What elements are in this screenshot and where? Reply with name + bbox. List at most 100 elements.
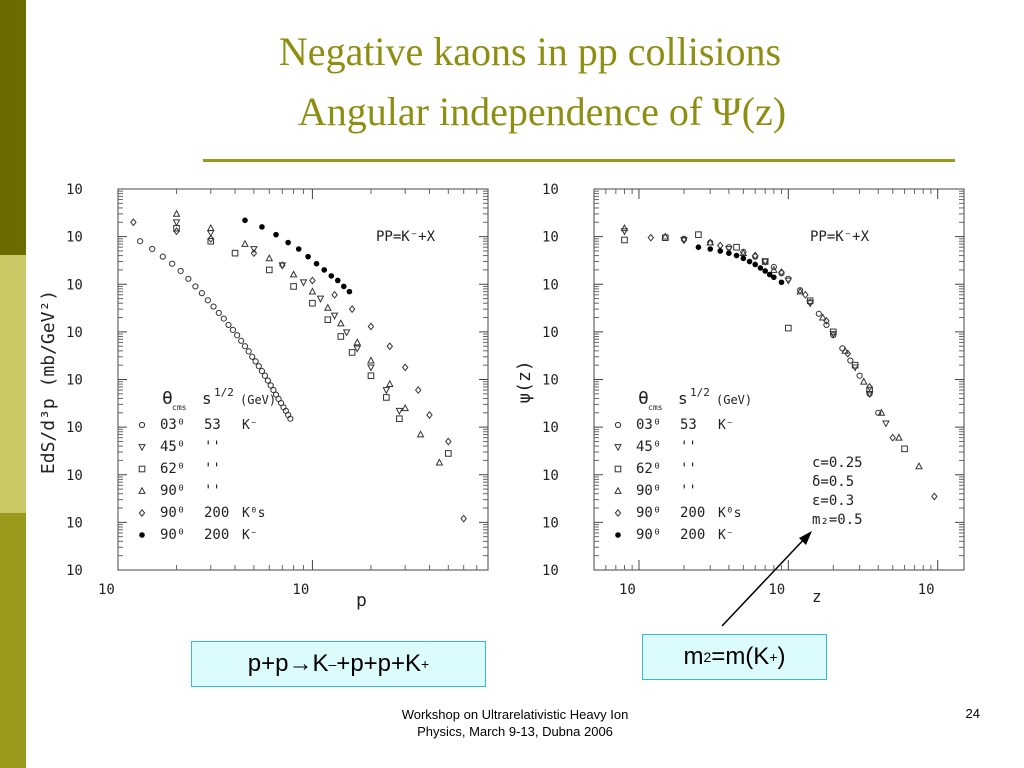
data-point-s3 <box>367 356 375 364</box>
data-point-s4 <box>778 268 785 277</box>
pointer-arrow-line <box>721 534 809 627</box>
mass-sub: 2 <box>703 649 712 665</box>
x-axis-label: p <box>356 590 367 611</box>
legend-energy: '' <box>204 439 221 455</box>
data-point-s3 <box>265 254 274 262</box>
data-point-s5 <box>259 224 265 230</box>
data-point-s3 <box>877 408 886 416</box>
legend: θ cms s 1/2 (GeV) 03⁰ 53 K⁻ 45⁰ '' 62⁰ '' 90⁰ '' 90⁰ 20… <box>614 386 752 543</box>
data-point-s5 <box>321 267 328 273</box>
legend-angle: 62⁰ <box>160 461 185 477</box>
data-point-s3 <box>706 238 715 246</box>
data-point-s0 <box>192 283 199 290</box>
sidebar-band-bottom <box>0 513 26 768</box>
data-point-s2 <box>445 450 452 457</box>
legend-theta-sub: cms <box>648 403 663 412</box>
data-point-s4 <box>207 234 215 243</box>
legend-theta: θ <box>638 388 649 409</box>
data-point-s5 <box>726 250 732 256</box>
data-point-s1 <box>620 228 629 236</box>
y-tick-label: 10 <box>66 182 83 198</box>
data-point-s4 <box>401 363 409 372</box>
data-point-s1 <box>353 345 362 353</box>
data-point-s3 <box>915 462 923 470</box>
fit-parameter: c=0.25 <box>812 455 863 471</box>
sidebar-band-top <box>0 0 26 255</box>
data-point-s3 <box>416 430 425 438</box>
data-point-s1 <box>342 329 351 337</box>
chart-pt-spectra-svg: 10110010-110-210-310-410-510-610-710-110… <box>38 182 489 611</box>
y-tick-label: 10 <box>66 515 83 531</box>
data-point-s2 <box>901 445 908 453</box>
legend-s-exp: 1/2 <box>214 386 234 399</box>
data-point-s3 <box>859 377 868 385</box>
y-tick-label: 10 <box>542 420 559 436</box>
data-point-s1 <box>172 219 181 227</box>
data-point-s0 <box>270 386 277 394</box>
legend-energy: 200 <box>204 527 229 543</box>
y-tick-label: 10 <box>66 563 83 579</box>
data-point-s4 <box>889 433 896 442</box>
data-point-s0 <box>210 303 217 310</box>
data-point-s0 <box>198 290 205 297</box>
data-point-s4 <box>844 349 852 358</box>
legend-angle: 90⁰ <box>636 483 661 499</box>
slide-title-line2: Angular independence of Ψ(z) <box>297 89 787 134</box>
legend-angle: 45⁰ <box>160 439 185 455</box>
footer-line1: Workshop on Ultrarelativistic Heavy Ion <box>401 707 629 722</box>
data-point-s2 <box>383 394 390 401</box>
data-point-s3 <box>353 338 362 346</box>
data-point-s1 <box>367 364 375 372</box>
data-point-s0 <box>169 260 176 267</box>
data-point-s5 <box>717 248 724 254</box>
y-tick-label: 10 <box>542 468 559 484</box>
data-point-s4 <box>460 514 467 523</box>
data-point-s1 <box>382 387 391 395</box>
data-point-s5 <box>778 279 785 286</box>
data-point-s0 <box>249 353 256 360</box>
legend-marker <box>614 509 622 517</box>
legend-particle: K⁻ <box>242 528 258 543</box>
legend-marker <box>614 486 622 494</box>
y-tick-label: 10 <box>66 420 83 436</box>
legend-angle: 45⁰ <box>636 439 661 455</box>
y-tick-label: 10 <box>66 325 83 341</box>
y-tick-label: 10 <box>66 373 83 389</box>
legend-angle: 62⁰ <box>636 461 661 477</box>
data-point-s0 <box>238 337 245 344</box>
x-tick-label: 10 <box>619 582 636 598</box>
data-points <box>620 223 938 501</box>
data-point-s5 <box>346 288 353 295</box>
reaction-post: +p+p+K <box>336 650 422 677</box>
data-point-s5 <box>295 246 302 252</box>
data-point-s1 <box>395 407 404 416</box>
data-point-s2 <box>695 231 702 238</box>
y-tick-label: 10 <box>542 563 559 579</box>
data-point-s2 <box>785 324 792 332</box>
data-point-s2 <box>733 243 740 251</box>
legend-energy: '' <box>680 483 697 499</box>
footer: Workshop on Ultrarelativistic Heavy Ion … <box>355 706 675 740</box>
mass-m: m <box>683 643 704 670</box>
data-point-s2 <box>309 299 316 307</box>
legend-angle: 90⁰ <box>160 483 185 499</box>
data-point-s0 <box>159 253 166 260</box>
data-point-s2 <box>337 333 345 340</box>
data-point-s2 <box>324 316 332 324</box>
chart-z-scaling: 10110010-110-210-310-410-510-610-710-110… <box>512 172 982 627</box>
data-point-s1 <box>725 246 733 254</box>
legend-theta-sub: cms <box>172 403 187 412</box>
data-point-s0 <box>149 245 156 253</box>
process-label: PP=K⁻+X <box>810 229 870 245</box>
data-point-s0 <box>264 377 271 384</box>
data-point-s0 <box>815 310 822 317</box>
data-point-s3 <box>770 265 778 273</box>
reaction-kaon: K <box>312 650 329 677</box>
data-point-s5 <box>695 244 702 250</box>
legend-energy: 200 <box>680 527 705 543</box>
data-point-s3 <box>435 458 444 466</box>
data-point-s1 <box>865 390 874 399</box>
data-point-s2 <box>207 237 215 245</box>
data-point-s1 <box>784 277 793 285</box>
legend-energy: 53 <box>204 417 221 433</box>
